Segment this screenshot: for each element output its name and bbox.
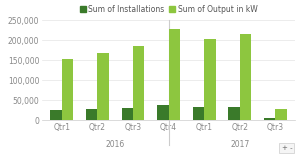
Bar (122, 108, 133, 120)
Bar (204, 39, 216, 120)
Text: 2017: 2017 (230, 140, 250, 149)
Bar (193, 107, 204, 120)
Bar (50, 110, 62, 120)
Bar (97, 53, 109, 120)
Text: + -: + - (281, 145, 292, 151)
Bar (264, 118, 275, 120)
Bar (169, 29, 180, 120)
Bar (228, 107, 240, 120)
Bar (240, 34, 251, 120)
Text: 2016: 2016 (106, 140, 125, 149)
Legend: Sum of Installations, Sum of Output in kW: Sum of Installations, Sum of Output in k… (77, 2, 260, 17)
Bar (133, 46, 144, 120)
Bar (275, 109, 287, 120)
Bar (86, 109, 97, 120)
Bar (62, 59, 73, 120)
Bar (157, 105, 169, 120)
